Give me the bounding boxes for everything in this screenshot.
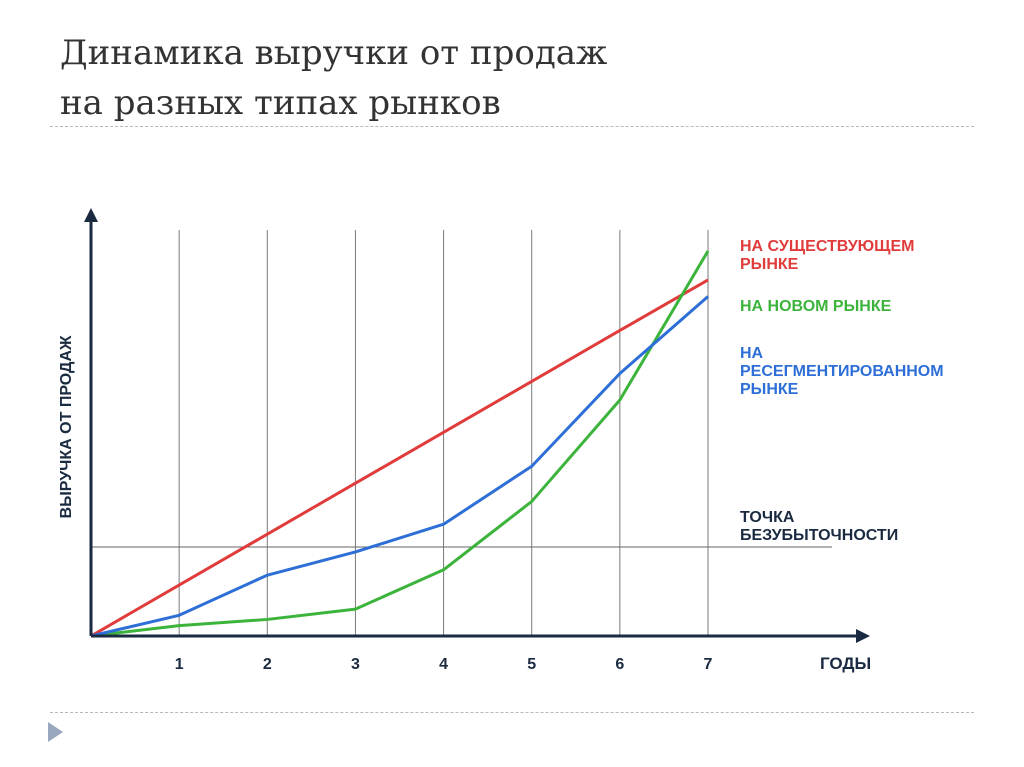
title-divider	[50, 126, 974, 127]
x-tick-label-1: 1	[175, 656, 184, 673]
axes	[84, 208, 870, 643]
x-tick-label-5: 5	[527, 656, 536, 673]
x-tick-labels: 1 2 3 4 5 6 7	[175, 656, 713, 673]
footer-divider	[50, 712, 974, 713]
title-line-2: на разных типах рынков	[60, 83, 501, 123]
legend-resegmented-market: НА РЕСЕГМЕНТИРОВАННОМ РЫНКЕ	[740, 345, 944, 398]
y-axis-label: ВЫРУЧКА ОТ ПРОДАЖ	[58, 335, 75, 518]
legend: НА СУЩЕСТВУЮЩЕМ РЫНКЕ НА НОВОМ РЫНКЕ НА РЕСЕ…	[740, 238, 944, 544]
next-slide-arrow-icon[interactable]	[48, 722, 63, 742]
series-line-1	[90, 278, 709, 638]
x-axis-label: ГОДЫ	[820, 654, 871, 673]
series-lines	[90, 250, 710, 638]
x-axis-arrow-icon	[856, 629, 870, 643]
x-tick-label-2: 2	[263, 656, 272, 673]
x-tick-label-4: 4	[439, 656, 448, 673]
legend-new-market: НА НОВОМ РЫНКЕ	[740, 298, 892, 315]
x-tick-label-6: 6	[615, 656, 624, 673]
x-tick-label-3: 3	[351, 656, 360, 673]
slide-title: Динамика выручки от продаж на разных тип…	[60, 28, 960, 128]
y-axis-arrow-icon	[84, 208, 98, 222]
series-line-3	[90, 295, 709, 638]
breakeven-label: ТОЧКА БЕЗУБЫТОЧНОСТИ	[740, 509, 898, 544]
series-line-2	[90, 250, 710, 638]
legend-existing-market: НА СУЩЕСТВУЮЩЕМ РЫНКЕ	[740, 238, 914, 273]
title-line-1: Динамика выручки от продаж	[60, 33, 608, 73]
x-tick-label-7: 7	[704, 656, 713, 673]
